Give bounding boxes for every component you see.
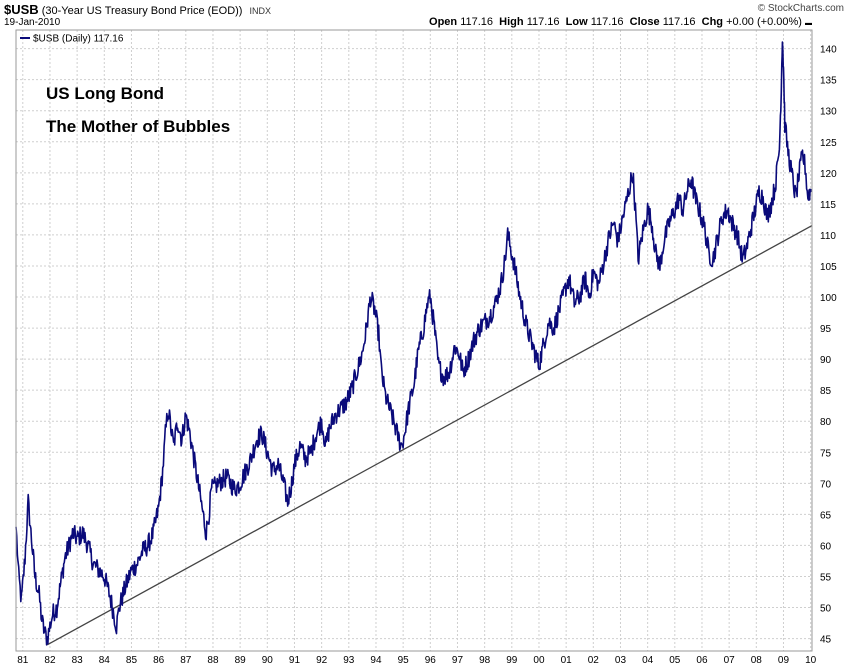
- y-tick-label: 85: [820, 386, 832, 397]
- y-tick-label: 125: [820, 138, 837, 149]
- x-tick-label: 09: [778, 655, 790, 666]
- y-tick-label: 140: [820, 45, 837, 56]
- chg-arrow: ▬: [805, 20, 812, 27]
- y-tick-label: 50: [820, 604, 832, 615]
- series-layer: [15, 41, 812, 646]
- high-value: 117.16: [526, 16, 560, 28]
- chg-label: Chg: [701, 16, 724, 28]
- axis-layer: 4550556065707580859095100105110115120125…: [17, 45, 837, 666]
- x-tick-label: 01: [561, 655, 573, 666]
- symbol[interactable]: $USB: [4, 2, 39, 17]
- brand-watermark[interactable]: © StockCharts.com: [757, 3, 844, 14]
- open-label: Open: [429, 16, 458, 28]
- legend[interactable]: $USB (Daily) 117.16: [20, 34, 124, 45]
- price-series-line: [15, 41, 811, 646]
- x-tick-label: 91: [289, 655, 301, 666]
- legend-label: $USB (Daily) 117.16: [33, 34, 124, 45]
- x-tick-label: 07: [724, 655, 736, 666]
- x-tick-label: 96: [425, 655, 437, 666]
- x-tick-label: 86: [153, 655, 165, 666]
- y-tick-label: 90: [820, 355, 832, 366]
- y-tick-label: 60: [820, 541, 832, 552]
- x-tick-label: 85: [126, 655, 138, 666]
- y-tick-label: 100: [820, 293, 837, 304]
- x-tick-label: 05: [669, 655, 681, 666]
- close-value: 117.16: [662, 16, 696, 28]
- y-tick-label: 135: [820, 76, 837, 87]
- low-value: 117.16: [590, 16, 624, 28]
- chart-date: 19-Jan-2010: [4, 17, 61, 28]
- x-tick-label: 92: [316, 655, 328, 666]
- y-tick-label: 70: [820, 479, 832, 490]
- chart-heading: $USB (30-Year US Treasury Bond Price (EO…: [4, 2, 271, 17]
- x-tick-label: 99: [506, 655, 518, 666]
- y-tick-label: 45: [820, 635, 832, 646]
- open-value: 117.16: [460, 16, 494, 28]
- last-value-point: [808, 188, 812, 193]
- plot-frame: [15, 29, 813, 652]
- x-tick-label: 90: [262, 655, 274, 666]
- y-tick-label: 80: [820, 417, 832, 428]
- x-tick-label: 84: [99, 655, 111, 666]
- x-tick-label: 10: [805, 655, 817, 666]
- y-tick-label: 105: [820, 262, 837, 273]
- symbol-description: (30-Year US Treasury Bond Price (EOD)): [41, 5, 243, 17]
- y-tick-label: 110: [820, 231, 836, 242]
- chg-value: +0.00 (+0.00%): [726, 16, 802, 28]
- x-tick-label: 98: [479, 655, 491, 666]
- grid-layer: [16, 30, 812, 651]
- x-tick-label: 04: [642, 655, 654, 666]
- y-tick-label: 95: [820, 324, 832, 335]
- x-tick-label: 87: [180, 655, 192, 666]
- x-tick-label: 06: [696, 655, 708, 666]
- x-tick-label: 02: [588, 655, 600, 666]
- x-tick-label: 95: [398, 655, 410, 666]
- x-tick-label: 89: [235, 655, 247, 666]
- x-tick-label: 93: [343, 655, 355, 666]
- x-tick-label: 82: [44, 655, 56, 666]
- x-tick-label: 00: [533, 655, 545, 666]
- x-tick-label: 83: [72, 655, 84, 666]
- y-tick-label: 120: [820, 169, 837, 180]
- close-label: Close: [629, 16, 660, 28]
- low-label: Low: [565, 16, 588, 28]
- x-tick-label: 81: [17, 655, 29, 666]
- y-tick-label: 65: [820, 510, 832, 521]
- x-tick-label: 03: [615, 655, 627, 666]
- y-tick-label: 115: [820, 200, 836, 211]
- x-tick-label: 97: [452, 655, 464, 666]
- high-label: High: [499, 16, 524, 28]
- y-tick-label: 130: [820, 107, 837, 118]
- x-tick-label: 08: [751, 655, 763, 666]
- y-tick-label: 75: [820, 448, 832, 459]
- trend-line: [46, 225, 813, 646]
- index-tag: INDX: [249, 6, 272, 16]
- x-tick-label: 88: [207, 655, 219, 666]
- y-tick-label: 55: [820, 572, 832, 583]
- annotation-subtitle: The Mother of Bubbles: [46, 117, 230, 136]
- ohlc-bar: Open 117.16 High 117.16 Low 117.16 Close…: [429, 16, 812, 28]
- annotation-title: US Long Bond: [46, 84, 164, 103]
- trend-layer: [46, 225, 813, 646]
- x-tick-label: 94: [370, 655, 382, 666]
